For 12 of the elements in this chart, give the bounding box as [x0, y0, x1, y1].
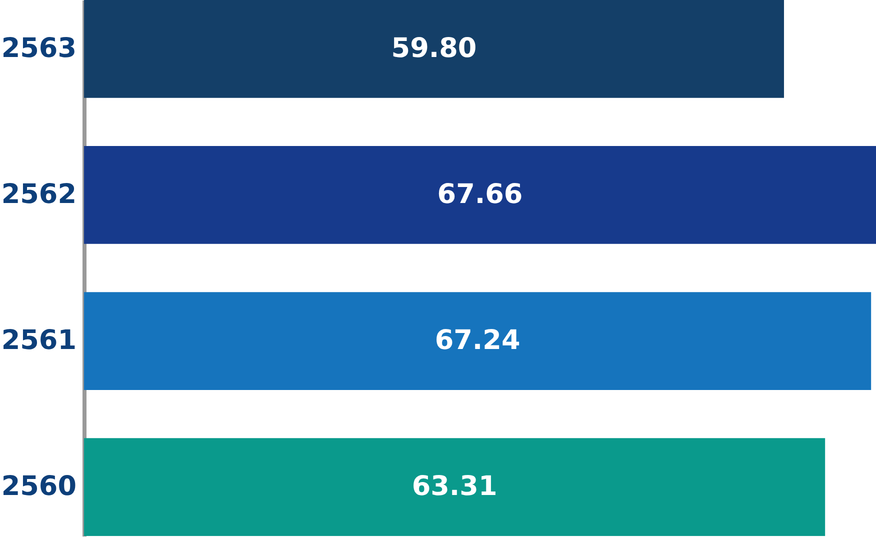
data-label: 63.31 — [412, 471, 498, 502]
bar — [84, 0, 784, 98]
y-tick-label: 2561 — [1, 325, 76, 356]
y-tick-label: 2562 — [1, 178, 76, 210]
data-label: 59.80 — [391, 32, 477, 64]
y-tick-label: 2563 — [1, 32, 76, 64]
data-label: 67.66 — [437, 178, 523, 210]
data-label: 67.24 — [434, 325, 520, 356]
bar — [84, 146, 876, 244]
bar — [84, 438, 826, 536]
y-tick-label: 2560 — [1, 471, 76, 502]
bar — [84, 292, 872, 390]
